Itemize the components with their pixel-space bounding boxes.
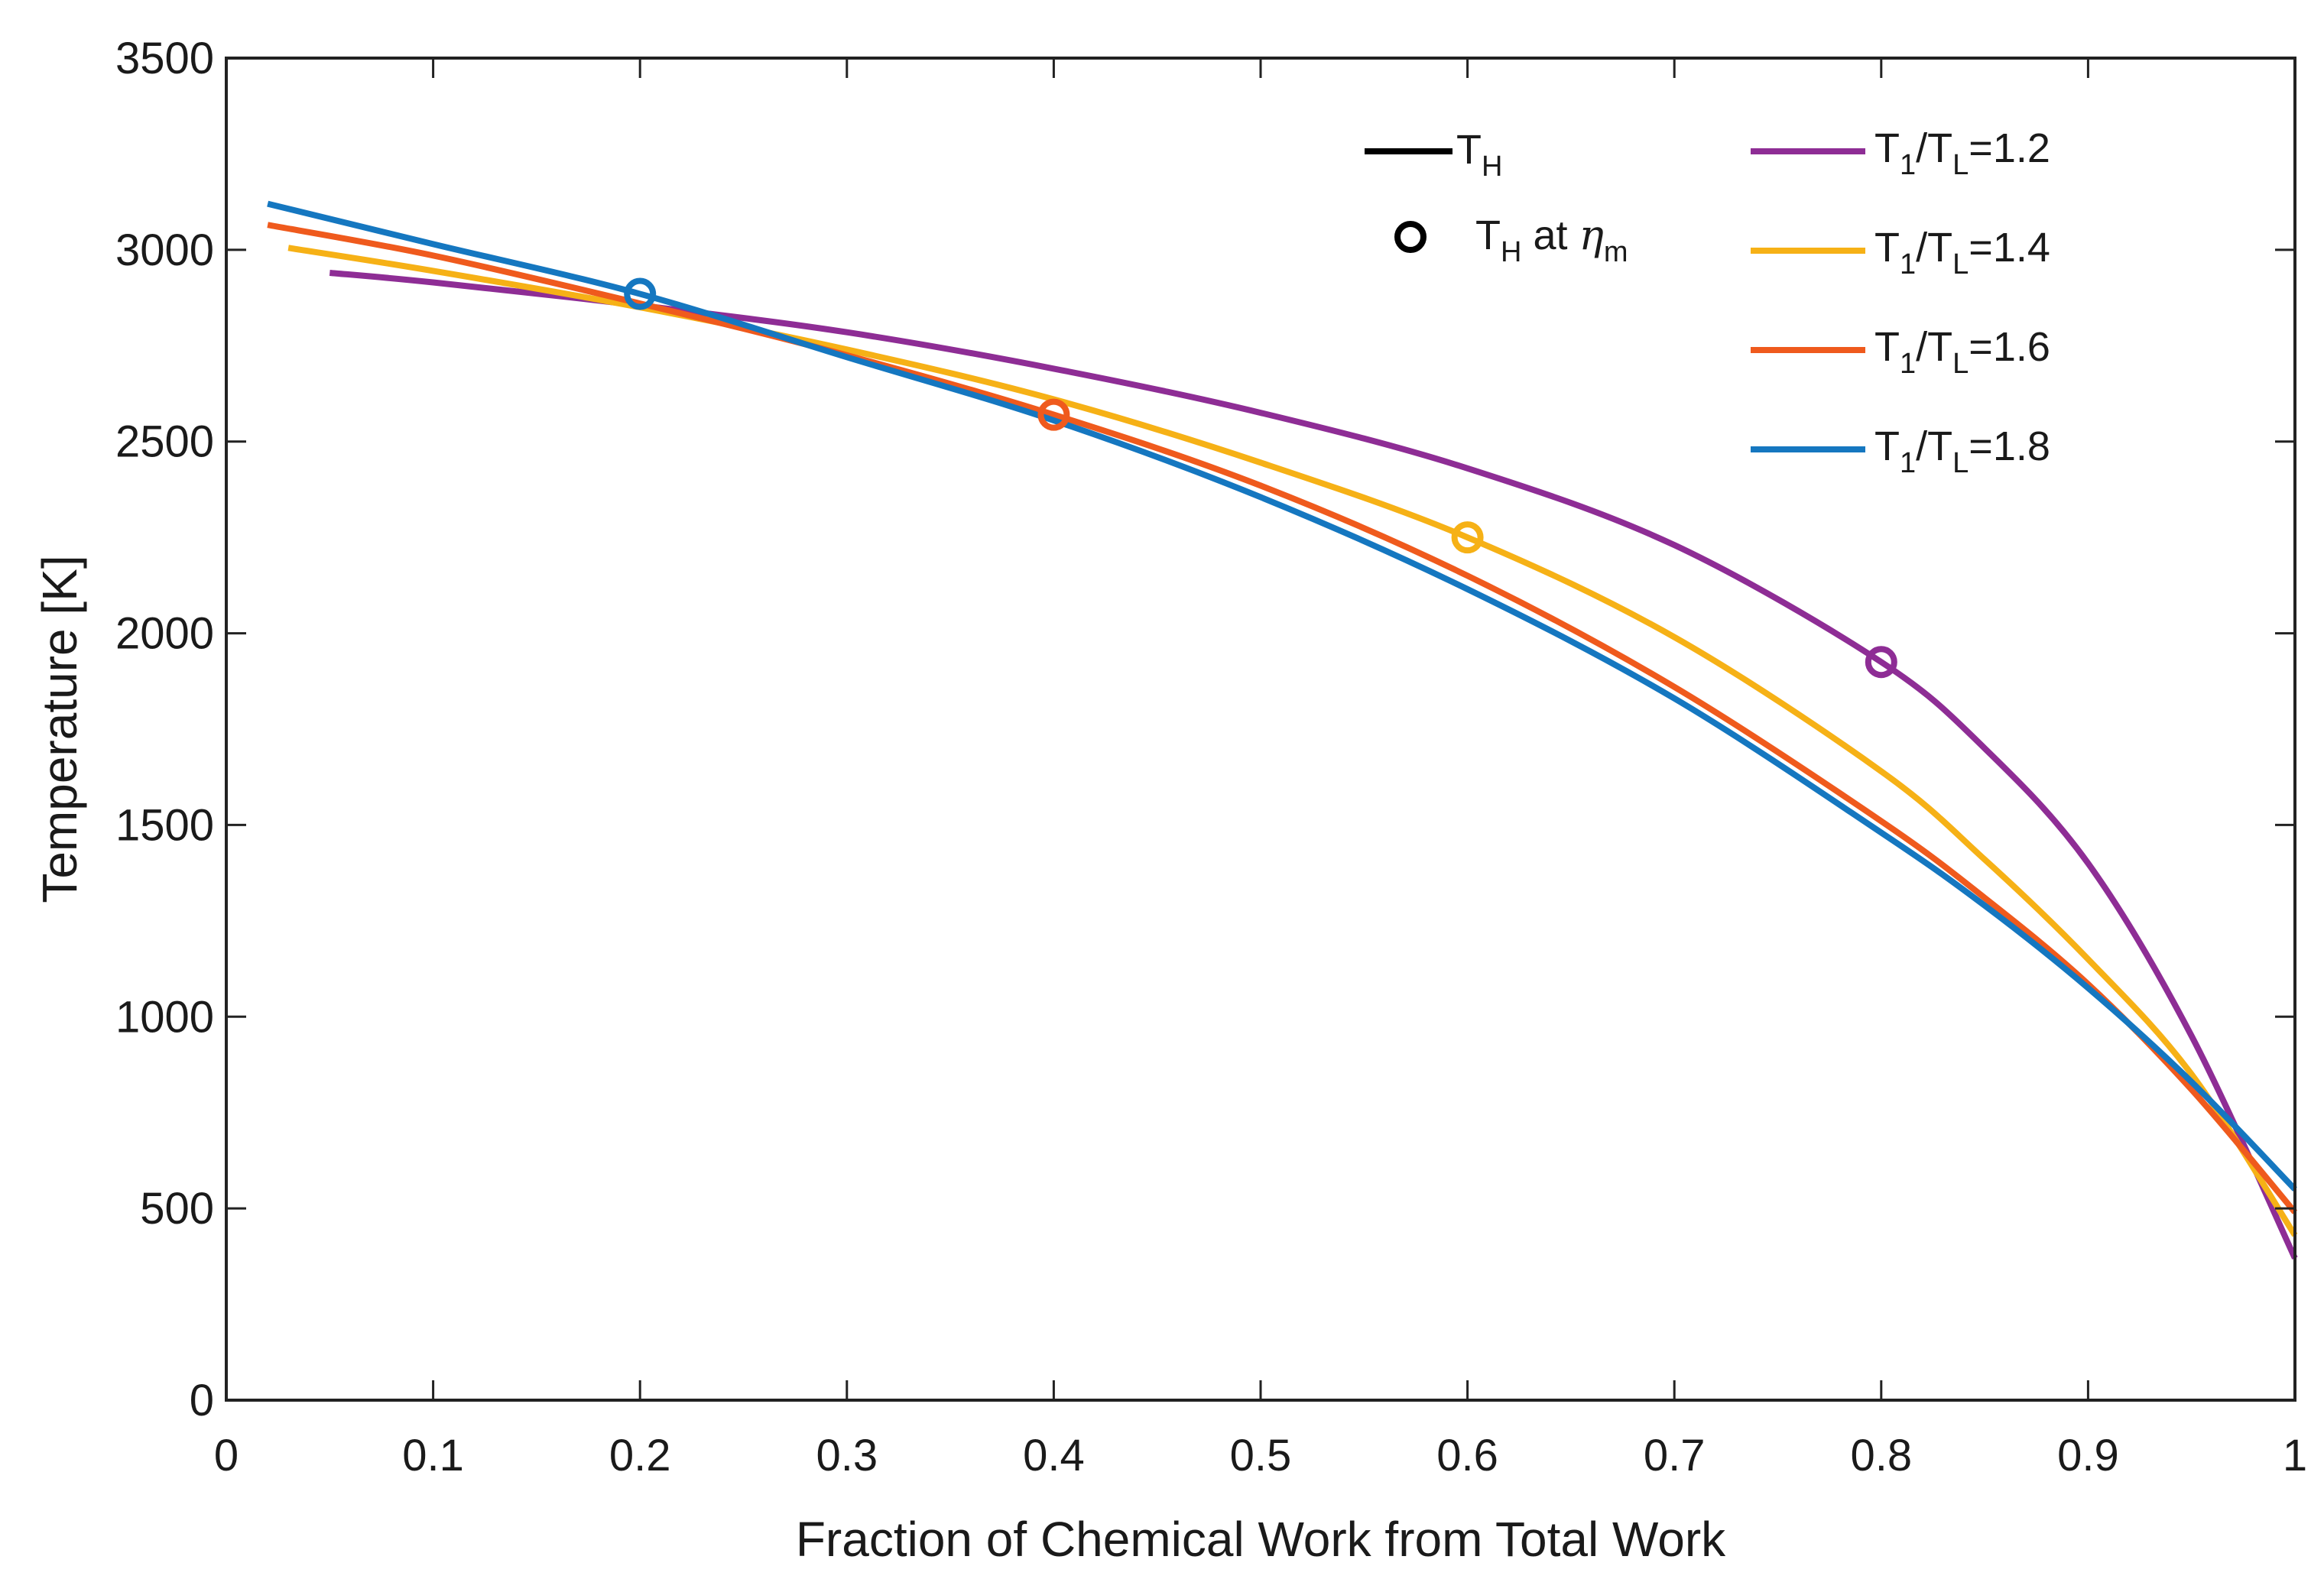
y-axis-title: Temperature [K] [32, 555, 87, 903]
series-line-1-4 [287, 245, 2298, 1237]
eta-marker-1-2 [1865, 646, 1897, 679]
y-tick-label: 3500 [115, 34, 214, 83]
y-tick-label: 1000 [115, 992, 214, 1042]
legend-th-eta-label: TH at ηm [1475, 211, 1628, 268]
legend-label: T1/TL=1.2 [1874, 125, 2050, 181]
y-tick-label: 2500 [115, 417, 214, 467]
series-line-1-6 [267, 222, 2298, 1214]
y-tick-label: 0 [190, 1376, 214, 1425]
x-tick-label: 0.8 [1850, 1431, 1912, 1480]
eta-marker-1-8 [624, 277, 657, 310]
series-legend: T1/TL=1.2 T1/TL=1.4 T1/TL=1.6 T1/TL=1.8 [1751, 125, 2050, 479]
x-tick-label: 0 [214, 1431, 239, 1480]
legend-th-label: TH [1456, 127, 1502, 183]
x-tick-label: 0.6 [1436, 1431, 1498, 1480]
legend-circle-sample [1394, 221, 1427, 253]
eta-marker-1-6 [1037, 398, 1070, 431]
x-tick-label: 0.5 [1230, 1431, 1292, 1480]
x-tick-label: 0.4 [1023, 1431, 1085, 1480]
x-tick-label: 0.9 [2057, 1431, 2119, 1480]
x-tick-label: 0.7 [1644, 1431, 1706, 1480]
tick-labels: 0 0.1 0.2 0.3 0.4 0.5 0.6 0.7 0.8 0.9 1 0 500 1000 150… [115, 34, 2307, 1480]
eta-marker-1-4 [1451, 521, 1484, 554]
axis-ticks [225, 57, 2296, 1402]
style-legend: TH TH at ηm [1365, 127, 1628, 268]
y-tick-label: 500 [140, 1184, 214, 1234]
x-axis-title: Fraction of Chemical Work from Total Wor… [796, 1512, 1726, 1567]
x-tick-label: 0.2 [609, 1431, 671, 1480]
y-tick-label: 1500 [115, 800, 214, 850]
y-tick-label: 3000 [115, 225, 214, 275]
legend-label: T1/TL=1.8 [1874, 423, 2050, 479]
legend-label: T1/TL=1.4 [1874, 225, 2050, 280]
x-tick-label: 0.1 [402, 1431, 464, 1480]
x-tick-label: 1 [2283, 1431, 2307, 1480]
series-line-1-2 [329, 269, 2298, 1260]
x-tick-label: 0.3 [816, 1431, 878, 1480]
legend-entry-1-4: T1/TL=1.4 [1751, 225, 2050, 280]
legend-entry-1-8: T1/TL=1.8 [1751, 423, 2050, 479]
series-line-1-8 [267, 200, 2297, 1192]
legend-entry-1-6: T1/TL=1.6 [1751, 324, 2050, 380]
y-tick-label: 2000 [115, 609, 214, 659]
series-markers [624, 277, 1897, 679]
legend-entry-1-2: T1/TL=1.2 [1751, 125, 2050, 181]
legend-label: T1/TL=1.6 [1874, 324, 2050, 380]
